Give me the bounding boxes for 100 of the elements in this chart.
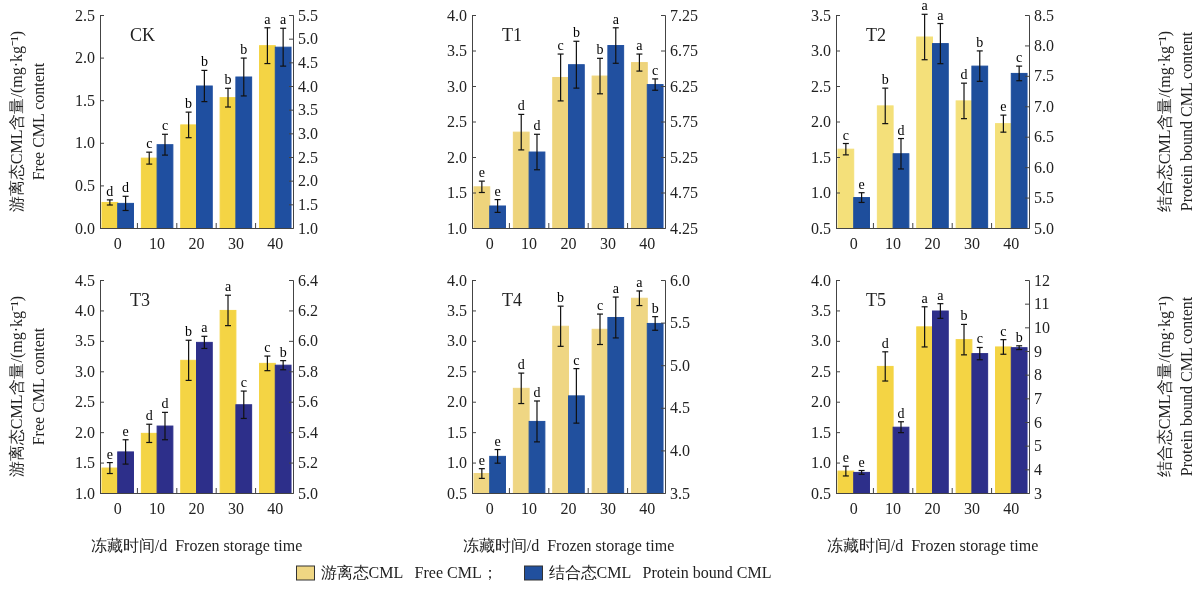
data-label: e bbox=[122, 423, 129, 439]
y2-tick-label: 7 bbox=[1034, 389, 1042, 407]
x-tick-label: 30 bbox=[227, 235, 244, 253]
y2-tick-label: 1.0 bbox=[298, 219, 318, 237]
y-tick-label: 1.5 bbox=[447, 184, 467, 202]
data-label: e bbox=[842, 450, 849, 466]
y-tick-label: 0.5 bbox=[811, 219, 831, 237]
y2-tick-label: 4.25 bbox=[670, 219, 698, 237]
y-tick-label: 2.5 bbox=[75, 393, 95, 411]
y-tick-label: 1.5 bbox=[447, 423, 467, 441]
data-label: b bbox=[976, 34, 984, 50]
data-label: b bbox=[185, 324, 193, 340]
y-tick-label: 1.0 bbox=[75, 134, 95, 152]
y2-tick-label: 4.0 bbox=[298, 77, 318, 95]
y-tick-label: 2.5 bbox=[447, 362, 467, 380]
data-label: b bbox=[1015, 329, 1023, 345]
x-tick-label: 20 bbox=[560, 500, 577, 518]
x-tick-label: 30 bbox=[599, 235, 616, 253]
y2-tick-label: 5.6 bbox=[298, 393, 318, 411]
y-tick-label: 3.5 bbox=[811, 6, 831, 24]
data-label: a bbox=[636, 38, 644, 54]
data-label: b bbox=[240, 42, 248, 58]
y-tick-label: 1.0 bbox=[811, 454, 831, 472]
y2-tick-label: 2.5 bbox=[298, 148, 318, 166]
y-tick-label: 1.0 bbox=[75, 484, 95, 502]
data-label: a bbox=[224, 279, 232, 295]
y2-tick-label: 5.5 bbox=[670, 314, 690, 332]
y2-tick-label: 5.0 bbox=[298, 484, 318, 502]
data-label: a bbox=[921, 0, 929, 14]
x-tick-label: 40 bbox=[1003, 235, 1020, 253]
y2-tick-label: 5.0 bbox=[670, 356, 690, 374]
y2-tick-label: 7.0 bbox=[1034, 97, 1054, 115]
y2-tick-label: 6.2 bbox=[298, 302, 318, 320]
x-tick-label: 20 bbox=[560, 235, 577, 253]
data-label: b bbox=[596, 42, 604, 58]
y2-tick-label: 11 bbox=[1034, 295, 1050, 313]
y2-tick-label: 9 bbox=[1034, 342, 1042, 360]
y2-tick-label: 6.5 bbox=[1034, 128, 1054, 146]
data-label: b bbox=[572, 25, 580, 41]
y2-tick-label: 5.5 bbox=[1034, 189, 1054, 207]
y-tick-label: 3.5 bbox=[75, 332, 95, 350]
text: T5 bbox=[866, 290, 886, 310]
data-label: b bbox=[185, 96, 193, 112]
data-label: e bbox=[478, 452, 485, 468]
y2-tick-label: 6.0 bbox=[1034, 158, 1054, 176]
data-label: b bbox=[557, 290, 565, 306]
data-label: c bbox=[976, 331, 983, 347]
data-label: d bbox=[106, 183, 114, 199]
data-label: d bbox=[161, 396, 169, 412]
y2-tick-label: 5.4 bbox=[298, 423, 318, 441]
x-tick-label: 10 bbox=[149, 500, 166, 518]
y-tick-label: 3.5 bbox=[447, 42, 467, 60]
y2-tick-label: 5.5 bbox=[298, 6, 318, 24]
y2-tick-label: 4.5 bbox=[298, 53, 318, 71]
data-label: d bbox=[533, 118, 541, 134]
data-label: a bbox=[937, 7, 945, 23]
y-tick-label: 4.0 bbox=[447, 6, 467, 24]
x-tick-label: 40 bbox=[1003, 500, 1020, 518]
y-tick-label: 4.0 bbox=[811, 271, 831, 289]
y2-tick-label: 8 bbox=[1034, 366, 1042, 384]
data-label: e bbox=[478, 165, 485, 181]
legend-label: 结合态CML Protein bound CML bbox=[548, 564, 772, 581]
data-label: a bbox=[612, 281, 620, 297]
y-tick-label: 4.5 bbox=[75, 271, 95, 289]
x-tick-label: 30 bbox=[963, 500, 980, 518]
y2-tick-label: 3 bbox=[1034, 484, 1042, 502]
y-tick-label: 2.0 bbox=[811, 113, 831, 131]
y-tick-label: 0.5 bbox=[811, 484, 831, 502]
y2-tick-label: 12 bbox=[1034, 271, 1050, 289]
x-tick-label: 10 bbox=[521, 235, 538, 253]
x-tick-label: 20 bbox=[188, 500, 205, 518]
y-tick-label: 2.5 bbox=[811, 362, 831, 380]
y2-tick-label: 5 bbox=[1034, 437, 1042, 455]
y2-tick-label: 7.25 bbox=[670, 6, 698, 24]
data-label: c bbox=[264, 340, 271, 356]
data-label: a bbox=[636, 274, 644, 290]
data-label: b bbox=[224, 72, 232, 88]
data-label: b bbox=[960, 308, 968, 324]
y2-tick-label: 5.0 bbox=[1034, 219, 1054, 237]
y2-tick-label: 6.4 bbox=[298, 271, 318, 289]
data-label: a bbox=[280, 12, 288, 28]
y-tick-label: 3.0 bbox=[811, 332, 831, 350]
data-label: b bbox=[279, 344, 287, 360]
text: T4 bbox=[502, 290, 522, 310]
y2-tick-label: 6.0 bbox=[298, 332, 318, 350]
data-label: a bbox=[264, 11, 272, 27]
y2-tick-label: 6.0 bbox=[670, 271, 690, 289]
x-tick-label: 40 bbox=[267, 500, 284, 518]
x-tick-label: 20 bbox=[924, 235, 941, 253]
x-tick-label: 30 bbox=[599, 500, 616, 518]
data-label: e bbox=[494, 433, 501, 449]
y-tick-label: 0.5 bbox=[447, 484, 467, 502]
y-tick-label: 2.0 bbox=[75, 49, 95, 67]
data-label: c bbox=[240, 375, 247, 391]
data-label: d bbox=[517, 357, 525, 373]
data-label: b bbox=[881, 72, 889, 88]
x-tick-label: 40 bbox=[639, 235, 656, 253]
y2-tick-label: 1.5 bbox=[298, 195, 318, 213]
data-label: c bbox=[1016, 50, 1023, 66]
x-tick-label: 10 bbox=[885, 500, 902, 518]
